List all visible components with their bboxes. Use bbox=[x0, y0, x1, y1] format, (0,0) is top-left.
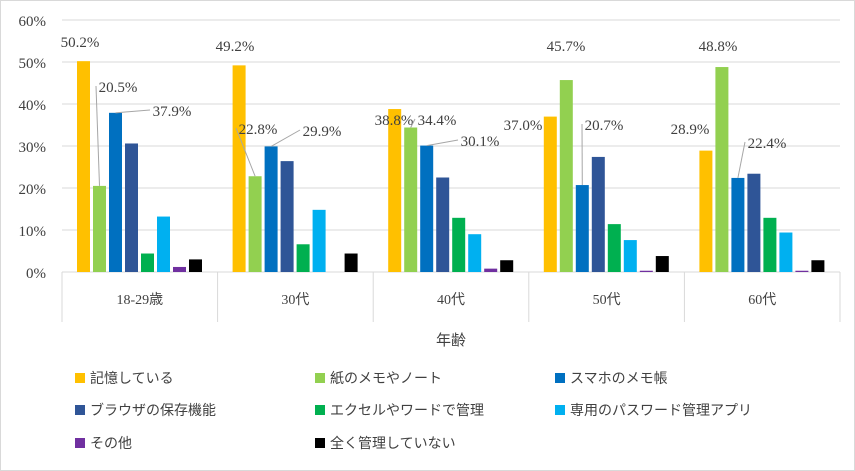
bar-5-1 bbox=[312, 209, 326, 272]
y-tick-label: 10% bbox=[19, 224, 47, 240]
bar-6-0 bbox=[173, 266, 186, 272]
legend-swatch bbox=[555, 373, 565, 383]
bar-6-3 bbox=[639, 270, 653, 272]
bar-2-1 bbox=[264, 146, 278, 272]
bar-5-2 bbox=[468, 234, 482, 272]
bar-7-2 bbox=[500, 260, 514, 272]
x-tick-label: 18-29歳 bbox=[116, 292, 163, 308]
bar-0-2 bbox=[388, 109, 402, 272]
bar-1-4 bbox=[715, 67, 729, 272]
bar-2-3 bbox=[575, 185, 589, 272]
x-tick-label: 50代 bbox=[593, 292, 621, 308]
bar-4-0 bbox=[141, 253, 154, 272]
x-tick-label: 40代 bbox=[437, 292, 465, 308]
bar-3-4 bbox=[747, 173, 761, 272]
y-tick-label: 40% bbox=[19, 98, 47, 114]
data-label: 34.4% bbox=[418, 113, 457, 129]
legend-label: ブラウザの保存機能 bbox=[90, 402, 216, 419]
bar-0-0 bbox=[77, 61, 90, 272]
bar-4-3 bbox=[607, 224, 621, 272]
bar-1-2 bbox=[404, 127, 418, 273]
legend-label: 全く管理していない bbox=[330, 435, 456, 452]
legend-label: エクセルやワードで管理 bbox=[330, 403, 484, 419]
data-label: 48.8% bbox=[699, 39, 738, 55]
bar-7-1 bbox=[344, 253, 358, 272]
x-axis-title: 年齢 bbox=[436, 332, 466, 349]
leader-line bbox=[115, 109, 151, 114]
bar-5-3 bbox=[623, 240, 637, 272]
bar-2-4 bbox=[731, 177, 745, 272]
data-label: 38.8% bbox=[375, 113, 414, 129]
leader-line bbox=[426, 139, 459, 147]
data-label: 30.1% bbox=[461, 134, 500, 150]
legend-label: 専用のパスワード管理アプリ bbox=[570, 403, 752, 419]
data-label: 20.5% bbox=[99, 80, 138, 96]
legend-swatch bbox=[315, 405, 325, 415]
leader-line bbox=[737, 141, 746, 179]
legend-label: スマホのメモ帳 bbox=[570, 371, 668, 387]
bar-1-1 bbox=[248, 176, 262, 272]
bar-3-0 bbox=[125, 143, 138, 272]
legend-label: その他 bbox=[90, 436, 132, 452]
bar-1-3 bbox=[559, 80, 573, 272]
bar-0-1 bbox=[232, 65, 246, 272]
y-tick-label: 30% bbox=[19, 140, 47, 156]
bar-5-4 bbox=[779, 232, 793, 272]
bar-6-4 bbox=[795, 270, 809, 272]
data-label: 50.2% bbox=[61, 35, 100, 51]
data-label: 45.7% bbox=[547, 39, 586, 55]
x-tick-label: 30代 bbox=[281, 292, 309, 308]
leader-line bbox=[235, 127, 256, 177]
data-label: 28.9% bbox=[671, 122, 710, 138]
legend-swatch bbox=[75, 373, 85, 383]
bar-2-0 bbox=[109, 112, 122, 272]
bar-1-0 bbox=[93, 185, 106, 272]
legend-swatch bbox=[555, 405, 565, 415]
legend-label: 記憶している bbox=[90, 370, 174, 387]
bar-3-3 bbox=[591, 156, 605, 272]
bar-5-0 bbox=[157, 216, 170, 272]
bar-4-1 bbox=[296, 244, 310, 272]
bar-2-2 bbox=[420, 145, 434, 272]
y-tick-label: 60% bbox=[19, 14, 47, 30]
bar-0-4 bbox=[699, 150, 713, 272]
leader-line bbox=[410, 118, 416, 128]
legend-swatch bbox=[315, 438, 325, 448]
y-tick-label: 20% bbox=[19, 182, 47, 198]
legend-label: 紙のメモやノート bbox=[330, 371, 442, 387]
data-label: 22.4% bbox=[748, 136, 787, 152]
bar-6-2 bbox=[484, 268, 498, 272]
legend-swatch bbox=[75, 438, 85, 448]
bar-0-3 bbox=[543, 116, 557, 272]
legend-swatch bbox=[75, 405, 85, 415]
data-label: 20.7% bbox=[585, 118, 624, 134]
bar-7-0 bbox=[189, 259, 202, 272]
legend-swatch bbox=[315, 373, 325, 383]
data-label: 29.9% bbox=[303, 124, 342, 140]
y-tick-label: 50% bbox=[19, 56, 47, 72]
x-tick-label: 60代 bbox=[748, 292, 776, 308]
leader-line bbox=[95, 85, 100, 186]
bar-3-2 bbox=[436, 177, 450, 272]
data-label: 37.9% bbox=[153, 104, 192, 120]
bar-4-2 bbox=[452, 217, 466, 272]
bar-3-1 bbox=[280, 161, 294, 272]
bar-4-4 bbox=[763, 217, 777, 272]
bar-7-3 bbox=[655, 256, 669, 272]
bar-7-4 bbox=[811, 260, 825, 272]
data-label: 37.0% bbox=[504, 118, 543, 134]
y-tick-label: 0% bbox=[26, 266, 46, 282]
leader-line bbox=[270, 129, 301, 147]
data-label: 49.2% bbox=[216, 39, 255, 55]
data-label: 22.8% bbox=[239, 122, 278, 138]
